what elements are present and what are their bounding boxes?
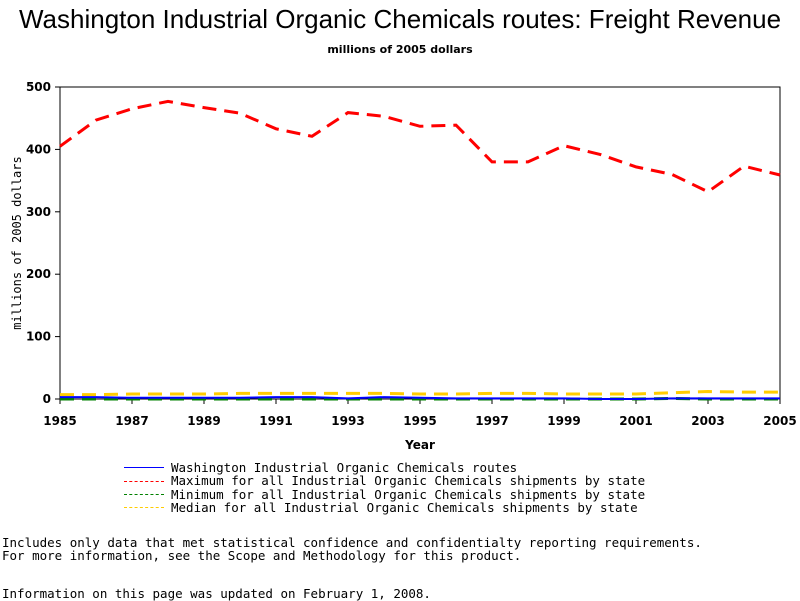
y-axis-label: millions of 2005 dollars (10, 156, 24, 329)
line-chart: 1985 1987 1989 1991 1993 1995 1997 1999 2001 2003… (10, 80, 797, 452)
x-tick-label: 2003 (691, 414, 724, 428)
x-tick-label: 2005 (763, 414, 796, 428)
x-axis-label: Year (404, 438, 435, 452)
legend-label: Maximum for all Industrial Organic Chemi… (171, 473, 646, 489)
x-tick-label: 1991 (259, 414, 292, 428)
y-tick-label: 200 (26, 267, 51, 281)
plot-frame (59, 86, 781, 400)
legend-item-maximum: Maximum for all Industrial Organic Chemi… (124, 473, 646, 489)
x-tick-label: 1999 (547, 414, 580, 428)
chart-title: Washington Industrial Organic Chemicals … (18, 4, 782, 34)
legend-item-minimum: Minimum for all Industrial Organic Chemi… (124, 486, 646, 502)
x-tick-label: 1993 (331, 414, 364, 428)
y-tick-label: 400 (26, 142, 51, 156)
x-tick-label: 1985 (43, 414, 76, 428)
y-tick-label: 100 (26, 330, 51, 344)
chart-subtitle: millions of 2005 dollars (327, 43, 473, 56)
x-tick-label: 1989 (187, 414, 220, 428)
x-tick-label: 2001 (619, 414, 652, 428)
y-tick-label: 0 (43, 392, 51, 406)
legend-label: Median for all Industrial Organic Chemic… (171, 500, 638, 516)
series-line-1 (59, 99, 781, 194)
x-tick-label: 1997 (475, 414, 508, 428)
footnote-confidence: Includes only data that met statistical … (2, 535, 702, 550)
update-notice: Information on this page was updated on … (2, 586, 431, 601)
legend-item-median: Median for all Industrial Organic Chemic… (124, 500, 645, 516)
legend-swatch-yellow (124, 507, 164, 509)
footnote-methodology: For more information, see the Scope and … (2, 548, 522, 563)
x-tick-label: 1995 (403, 414, 436, 428)
x-tick-label: 1987 (115, 414, 148, 428)
legend-swatch-red (124, 480, 164, 482)
y-tick-label: 300 (26, 205, 51, 219)
legend-item-routes: Washington Industrial Organic Chemicals … (124, 461, 645, 474)
legend-label: Washington Industrial Organic Chemicals … (171, 460, 518, 475)
legend-label: Minimum for all Industrial Organic Chemi… (171, 486, 646, 502)
series-line-3 (60, 389, 780, 397)
legend-swatch-green (124, 494, 164, 496)
legend: Washington Industrial Organic Chemicals … (124, 461, 645, 515)
series-line-0 (60, 396, 780, 400)
y-tick-label: 500 (26, 80, 51, 94)
legend-swatch-blue (124, 467, 164, 469)
